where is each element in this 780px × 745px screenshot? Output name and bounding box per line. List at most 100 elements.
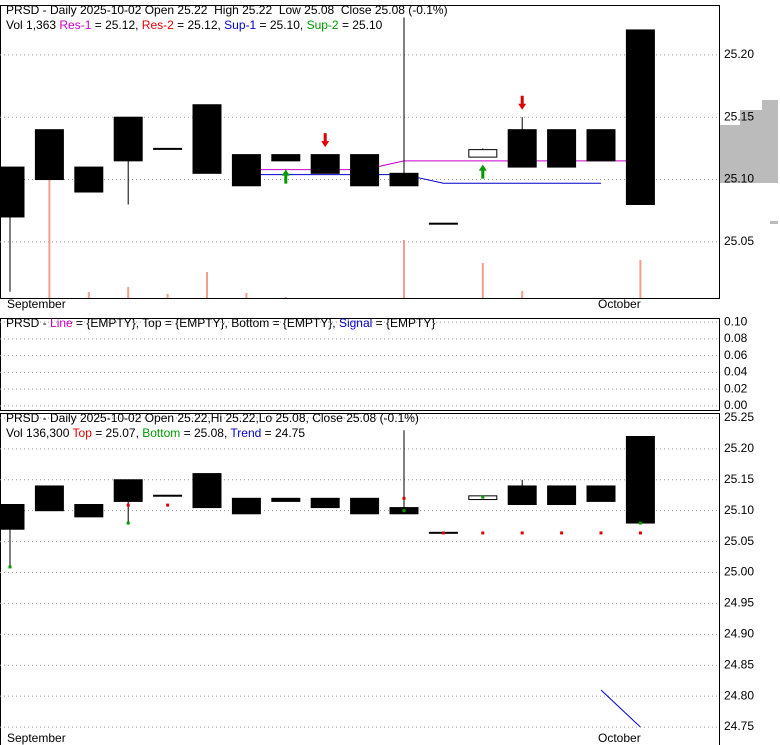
header-text: PRSD - Daily 2025-10-02 Open 25.22 High … (6, 3, 448, 17)
y-tick-label: 25.05 (724, 234, 754, 248)
header-text: = 25.08, (180, 426, 230, 440)
signal-arrow (478, 164, 487, 179)
panel-header: PRSD - Daily 2025-10-02 Open 25.22,Hi 25… (6, 411, 419, 425)
panel-header: Vol 1,363 Res-1 = 25.12, Res-2 = 25.12, … (6, 18, 383, 32)
marker-dot (481, 495, 485, 499)
candle-body (153, 147, 183, 150)
header-text: Res-2 (142, 18, 174, 32)
y-tick-label: 0.02 (724, 381, 748, 395)
header-text: = 24.75 (261, 426, 305, 440)
y-tick-label: 25.05 (724, 534, 754, 548)
candle-body (310, 154, 340, 174)
panel-header: PRSD - Daily 2025-10-02 Open 25.22 High … (6, 3, 448, 17)
candle-body (310, 497, 340, 509)
candle-body (231, 154, 261, 187)
header-text: Line (50, 316, 73, 330)
volume-bar (127, 287, 130, 298)
header-text: Top (73, 426, 93, 440)
y-tick-label: 25.00 (724, 565, 754, 579)
marker-dot (520, 531, 524, 535)
candle-body (625, 29, 655, 205)
header-text: = {EMPTY} (372, 316, 435, 330)
candle-body (113, 116, 143, 162)
header-text: PRSD - Daily 2025-10-02 Open 25.22,Hi 25… (6, 411, 419, 425)
marker-dot (441, 531, 445, 535)
x-tick-label: October (598, 731, 641, 745)
marker-dot (126, 503, 130, 507)
volume-bar (87, 292, 90, 298)
candle-body (271, 497, 301, 502)
candle-body (0, 504, 25, 530)
y-tick-label: 24.90 (724, 627, 754, 641)
header-text: PRSD - (6, 316, 50, 330)
signal-arrow (281, 169, 290, 184)
marker-dot (126, 521, 130, 525)
marker-dot (560, 531, 564, 535)
marker-dot (166, 503, 170, 507)
y-tick-label: 25.15 (724, 472, 754, 486)
indicator-line (600, 689, 641, 728)
x-tick-label: September (7, 731, 66, 745)
marker-dot (481, 531, 485, 535)
y-tick-label: 24.85 (724, 657, 754, 671)
y-tick-label: 25.20 (724, 47, 754, 61)
volume-bar (166, 294, 169, 298)
header-text: = 25.07, (92, 426, 142, 440)
header-text: = 25.12, (91, 18, 141, 32)
signal-arrow (321, 133, 330, 148)
volume-bar (481, 262, 484, 298)
candle-body (547, 485, 577, 506)
candle-body (586, 129, 616, 162)
candle-body (192, 473, 222, 509)
x-tick-label: October (598, 297, 641, 311)
header-text: = {EMPTY}, Top = {EMPTY}, Bottom = {EMPT… (73, 316, 339, 330)
y-tick-label: 0.00 (724, 398, 748, 412)
candle-body (468, 149, 498, 158)
y-tick-label: 25.10 (724, 503, 754, 517)
signal-arrow (518, 95, 527, 110)
header-text: Bottom (142, 426, 180, 440)
candle-body (34, 129, 64, 181)
header-text: Sup-1 (224, 18, 256, 32)
candle-body (507, 485, 537, 506)
marker-dot (8, 565, 12, 569)
panel-header: Vol 136,300 Top = 25.07, Bottom = 25.08,… (6, 426, 305, 440)
marker-dot (402, 509, 406, 513)
panel-frame (0, 318, 720, 411)
candle-body (350, 497, 380, 515)
candle-body (74, 166, 104, 193)
candle-body (507, 129, 537, 168)
header-text: Signal (339, 316, 372, 330)
candle-body (389, 172, 419, 187)
marker-dot (402, 496, 406, 500)
header-text: Res-1 (59, 18, 91, 32)
candle-body (586, 485, 616, 502)
candle-body (350, 154, 380, 187)
header-text: Vol 1,363 (6, 18, 59, 32)
candle-body (192, 104, 222, 174)
panel-frame (0, 413, 720, 745)
marker-dot (599, 531, 603, 535)
volume-bar (245, 292, 248, 298)
y-tick-label: 25.20 (724, 441, 754, 455)
y-tick-label: 24.75 (724, 719, 754, 733)
marker-dot (638, 531, 642, 535)
header-text: = 25.10 (339, 18, 383, 32)
volume-bar (521, 291, 524, 298)
candle-body (153, 494, 183, 497)
y-tick-label: 0.06 (724, 348, 748, 362)
header-text: Vol 136,300 (6, 426, 73, 440)
y-tick-label: 0.10 (724, 314, 748, 328)
volume-bar (48, 179, 51, 298)
y-tick-label: 0.04 (724, 365, 748, 379)
volume-bar (639, 259, 642, 298)
volume-profile (770, 221, 778, 224)
candle-body (0, 166, 25, 218)
y-tick-label: 24.80 (724, 688, 754, 702)
volume-bar (403, 239, 405, 298)
y-tick-label: 25.25 (724, 410, 754, 424)
y-tick-label: 25.10 (724, 172, 754, 186)
candle-body (625, 435, 655, 524)
